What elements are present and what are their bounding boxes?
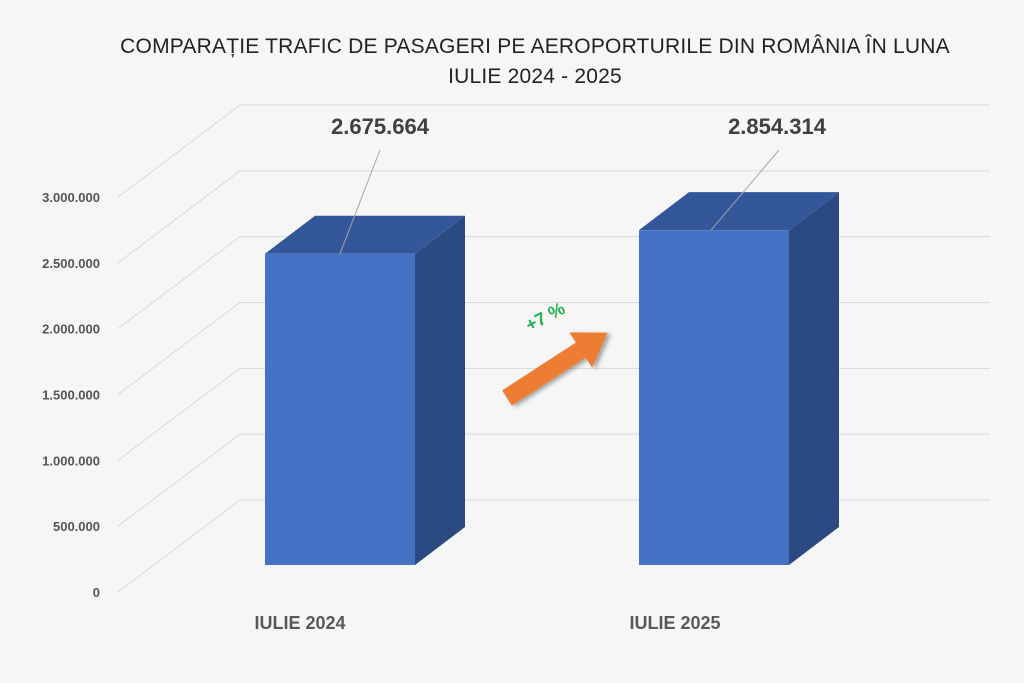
bars bbox=[265, 192, 839, 566]
bar bbox=[639, 192, 839, 565]
y-tick-label: 1.500.000 bbox=[42, 388, 100, 403]
x-tick-label: IULIE 2025 bbox=[629, 613, 720, 633]
bar-top-face bbox=[265, 215, 465, 254]
y-tick-label: 2.500.000 bbox=[42, 256, 100, 271]
y-axis: 0 500.000 1.000.000 1.500.000 2.000.000 2.500… bbox=[42, 190, 100, 600]
data-label-leader bbox=[339, 149, 381, 254]
change-percent-label: +7 % bbox=[522, 298, 568, 335]
x-tick-label: IULIE 2024 bbox=[254, 613, 345, 633]
data-label-leader bbox=[710, 149, 780, 231]
data-labels: 2.675.664 2.854.314 bbox=[331, 114, 827, 254]
gridline bbox=[117, 104, 990, 198]
bar-front-face bbox=[265, 253, 415, 566]
y-tick-label: 0 bbox=[93, 585, 100, 600]
change-annotation: +7 % bbox=[502, 298, 608, 406]
y-tick-label: 3.000.000 bbox=[42, 190, 100, 205]
x-axis: IULIE 2024 IULIE 2025 bbox=[254, 613, 720, 633]
data-label: 2.854.314 bbox=[728, 114, 827, 139]
gridline bbox=[117, 433, 990, 527]
gridline bbox=[117, 367, 990, 461]
bar bbox=[265, 215, 465, 566]
bar-top-face bbox=[639, 192, 839, 231]
chart-title-line-1: COMPARAȚIE TRAFIC DE PASAGERI PE AEROPOR… bbox=[120, 35, 950, 58]
bar-side-face bbox=[789, 192, 839, 565]
y-tick-label: 2.000.000 bbox=[42, 322, 100, 337]
chart-title: COMPARAȚIE TRAFIC DE PASAGERI PE AEROPOR… bbox=[0, 32, 1024, 92]
gridline bbox=[117, 170, 990, 264]
data-label: 2.675.664 bbox=[331, 114, 430, 139]
y-tick-label: 1.000.000 bbox=[42, 453, 100, 468]
increase-arrow-icon bbox=[502, 332, 608, 406]
bar-front-face bbox=[639, 230, 789, 565]
gridlines bbox=[117, 104, 990, 593]
bar-side-face bbox=[415, 215, 465, 566]
gridline bbox=[117, 499, 990, 593]
y-tick-label: 500.000 bbox=[53, 519, 100, 534]
chart-title-line-2: IULIE 2024 - 2025 bbox=[448, 65, 622, 88]
